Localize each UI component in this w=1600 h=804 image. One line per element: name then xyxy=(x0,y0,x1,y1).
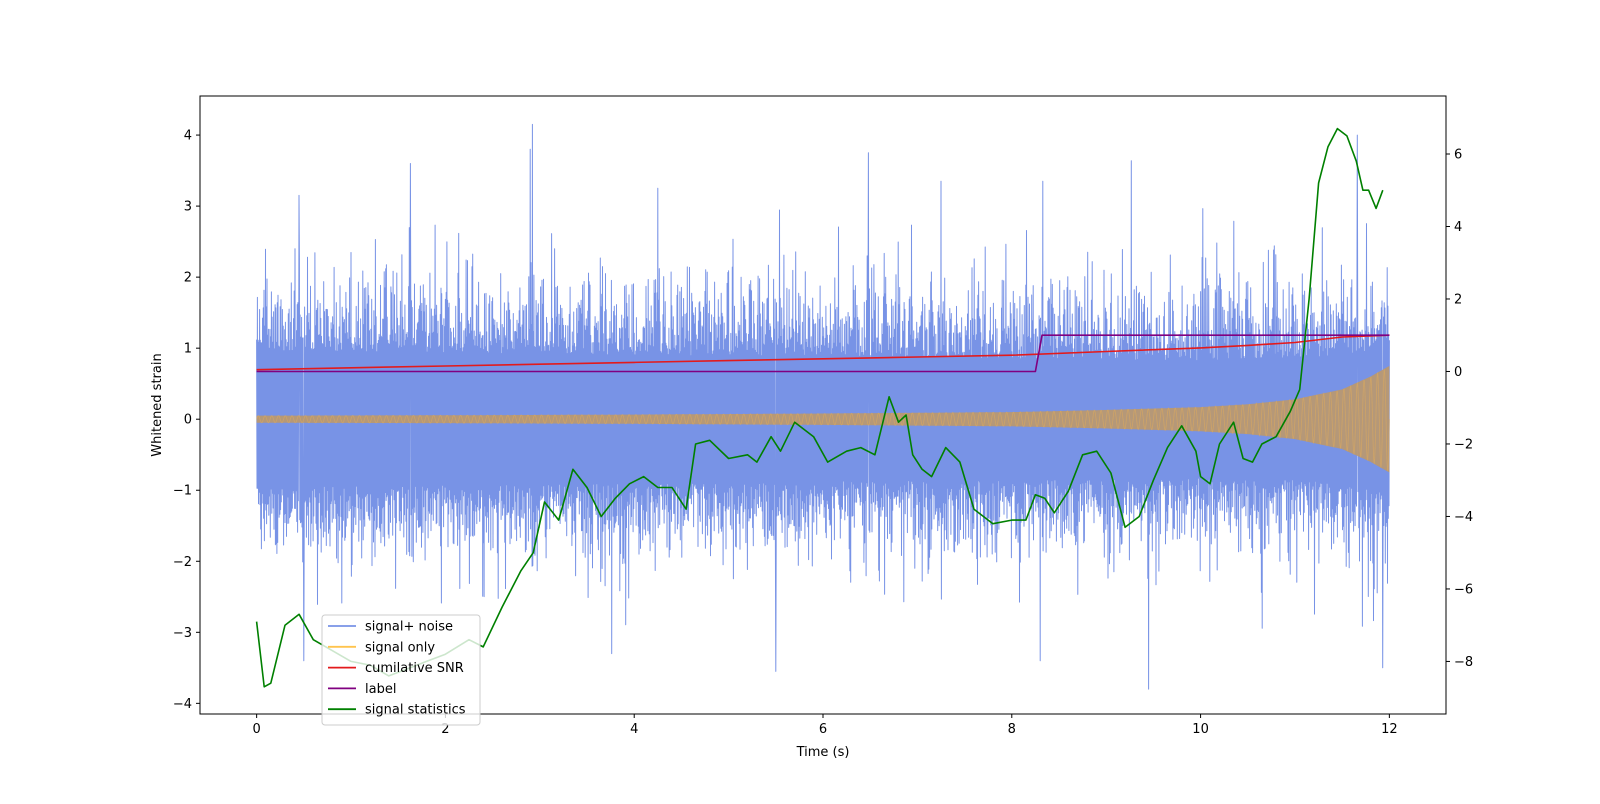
legend-box xyxy=(321,614,481,726)
x-tick-label: 6 xyxy=(819,722,827,737)
plot-area xyxy=(255,123,1390,690)
x-tick-label: 10 xyxy=(1192,722,1209,737)
x-tick-label: 4 xyxy=(630,722,638,737)
x-axis-label: Time (s) xyxy=(796,745,850,760)
series-label-line xyxy=(256,334,1390,373)
y-tick-label: 4 xyxy=(184,129,192,144)
series-signal-plus-noise-line xyxy=(256,123,1390,690)
y2-tick-label: 4 xyxy=(1454,220,1462,235)
y2-tick-label: 0 xyxy=(1454,365,1462,380)
x-tick-label: 12 xyxy=(1381,722,1398,737)
x-tick-label: 2 xyxy=(441,722,449,737)
legend-label: cumilative SNR xyxy=(365,661,464,676)
y-tick-label: −2 xyxy=(173,555,192,570)
y2-tick-label: −8 xyxy=(1454,655,1473,670)
y2-tick-label: 2 xyxy=(1454,292,1462,307)
legend: signal+ noise signal only cumilative SNR la… xyxy=(321,614,481,726)
y-axis-label: Whitened strain xyxy=(150,353,165,456)
y2-tick-label: −2 xyxy=(1454,437,1473,452)
y-tick-label: −3 xyxy=(173,626,192,641)
y-tick-label: 0 xyxy=(184,413,192,428)
legend-label: signal statistics xyxy=(365,703,466,718)
series-signal-statistics-line xyxy=(255,127,1384,688)
y-tick-label: 1 xyxy=(184,342,192,357)
y2-tick-label: −4 xyxy=(1454,510,1473,525)
legend-label: signal only xyxy=(365,640,435,655)
y-tick-label: 3 xyxy=(184,200,192,215)
x-tick-label: 0 xyxy=(252,722,260,737)
legend-label: label xyxy=(365,682,396,697)
y2-tick-label: 6 xyxy=(1454,147,1462,162)
y-tick-label: 2 xyxy=(184,271,192,286)
series-cumilative-snr-line xyxy=(256,334,1390,371)
y2-tick-label: −6 xyxy=(1454,582,1473,597)
y-tick-label: −4 xyxy=(173,697,192,712)
legend-label: signal+ noise xyxy=(365,620,453,635)
y-tick-label: −1 xyxy=(173,484,192,499)
x-tick-label: 8 xyxy=(1008,722,1016,737)
series-signal-only-line xyxy=(256,369,1390,472)
